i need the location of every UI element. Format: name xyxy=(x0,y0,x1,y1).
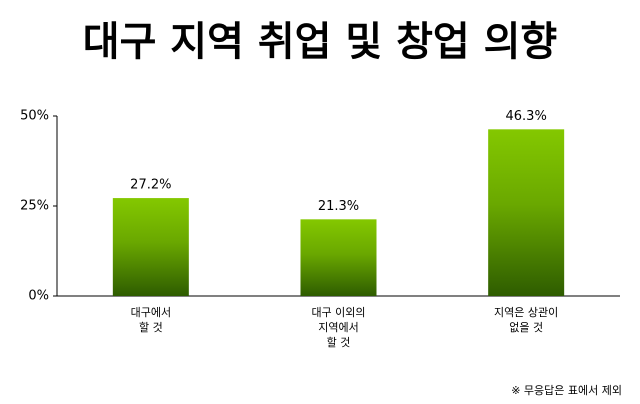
x-tick-label: 대구 이외의 지역에서 할 것 xyxy=(311,306,366,349)
bar xyxy=(488,129,565,296)
y-tick-label: 25% xyxy=(20,199,49,214)
bar xyxy=(300,219,377,296)
x-tick-label: 대구에서 할 것 xyxy=(130,306,172,334)
value-label: 21.3% xyxy=(318,199,359,214)
bar xyxy=(112,198,189,296)
y-tick-label: 0% xyxy=(28,289,49,304)
note: ※ 무응답은 표에서 제외 xyxy=(511,384,622,397)
y-tick-label: 50% xyxy=(20,109,49,124)
value-label: 46.3% xyxy=(506,109,547,124)
chart-title: 대구 지역 취업 및 창업 의향 xyxy=(83,19,557,65)
value-label: 27.2% xyxy=(130,178,171,193)
x-tick-label: 지역은 상관이 없을 것 xyxy=(494,306,559,334)
